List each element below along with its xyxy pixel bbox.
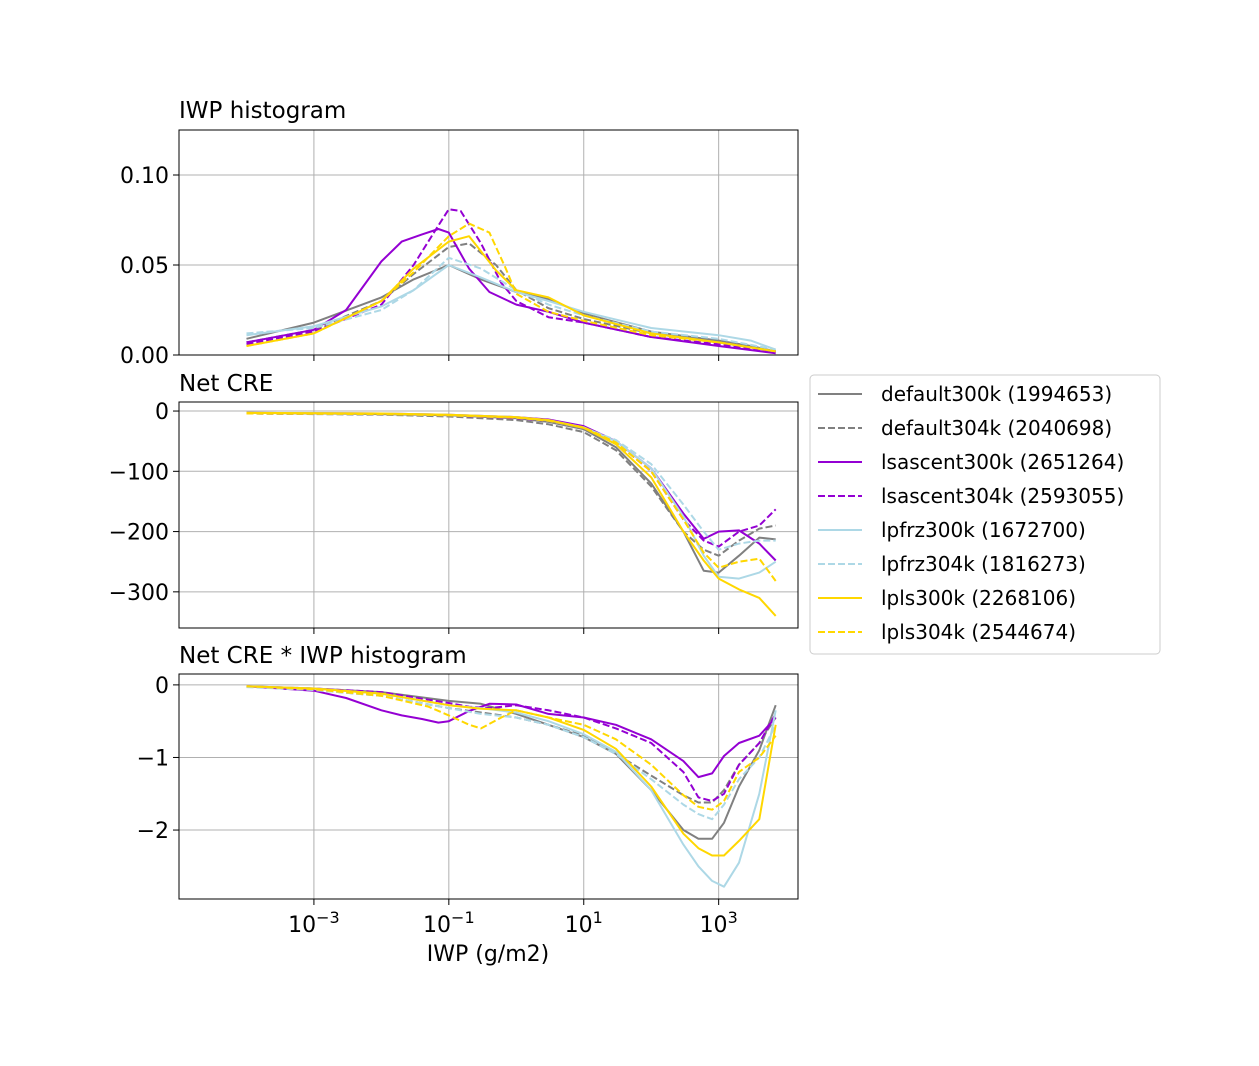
x-tick-label: 10−3: [288, 908, 340, 938]
x-tick-marks: [313, 628, 720, 634]
y-ticks: 0.00 0.05 0.10: [120, 164, 179, 369]
x-tick-label: 101: [565, 908, 603, 938]
y-tick-label: 0: [155, 674, 169, 699]
y-ticks: 0 −100 −200 −300: [109, 400, 179, 606]
x-ticks: 10−3 10−1 101 103: [288, 899, 738, 938]
series-line: [246, 686, 777, 821]
panel-title: IWP histogram: [179, 98, 346, 124]
axes-frame: [178, 401, 799, 629]
legend-label: default304k (2040698): [881, 416, 1112, 440]
y-tick-label: −2: [137, 819, 169, 844]
legend-label: lpfrz304k (1816273): [881, 552, 1086, 576]
y-tick-label: 0: [155, 400, 169, 425]
y-tick-label: −300: [109, 581, 169, 606]
grid: [179, 402, 798, 628]
axes-frame: [178, 673, 799, 900]
series-line: [246, 412, 777, 548]
series-line: [246, 264, 777, 351]
series-line: [246, 412, 777, 582]
series-line: [246, 685, 777, 857]
legend-label: lsascent300k (2651264): [881, 450, 1124, 474]
series-line: [246, 208, 776, 353]
series-line: [246, 411, 777, 580]
legend-label: lpls300k (2268106): [881, 586, 1076, 610]
panel-net-cre-times-iwp-histogram: Net CRE * IWP histogram 0 −1 −2 10−3 10−…: [137, 643, 799, 967]
series-line: [246, 685, 777, 802]
legend-label: lpfrz300k (1672700): [881, 518, 1086, 542]
series-line: [246, 411, 777, 617]
x-tick-marks: [313, 355, 720, 361]
y-ticks: 0 −1 −2: [137, 674, 179, 844]
legend-label: default300k (1994653): [881, 382, 1112, 406]
series-line: [246, 222, 776, 353]
series-line: [246, 411, 777, 562]
panel-title: Net CRE * IWP histogram: [179, 643, 467, 669]
x-tick-label: 103: [700, 908, 738, 938]
x-axis-label: IWP (g/m2): [427, 942, 549, 967]
x-tick-label: 10−1: [423, 908, 475, 938]
series-line: [246, 685, 777, 779]
y-tick-label: −200: [109, 521, 169, 546]
y-tick-label: 0.05: [120, 254, 169, 279]
grid: [179, 130, 798, 356]
y-tick-label: 0.10: [120, 164, 169, 189]
series-line: [246, 235, 776, 353]
legend-box: [809, 374, 1161, 655]
grid: [179, 674, 798, 899]
plot-area: [246, 685, 777, 888]
plot-area: [246, 411, 777, 617]
legend-label: lsascent304k (2593055): [881, 484, 1124, 508]
series-line: [246, 685, 777, 840]
panel-title: Net CRE: [179, 371, 273, 397]
legend: default300k (1994653) default304k (204069…: [809, 374, 1161, 655]
plot-area: [246, 208, 777, 355]
series-line: [246, 256, 776, 351]
series-line: [246, 685, 777, 811]
legend-label: lpls304k (2544674): [881, 620, 1076, 644]
y-tick-label: −100: [109, 460, 169, 485]
axes-frame: [178, 129, 799, 356]
y-tick-label: −1: [137, 746, 169, 771]
panel-iwp-histogram: IWP histogram 0.00 0.05 0.10: [120, 98, 799, 369]
y-tick-label: 0.00: [120, 344, 169, 369]
series-line: [246, 242, 776, 353]
panel-net-cre: Net CRE 0 −100 −200 −300: [109, 371, 799, 634]
series-line: [246, 412, 776, 557]
